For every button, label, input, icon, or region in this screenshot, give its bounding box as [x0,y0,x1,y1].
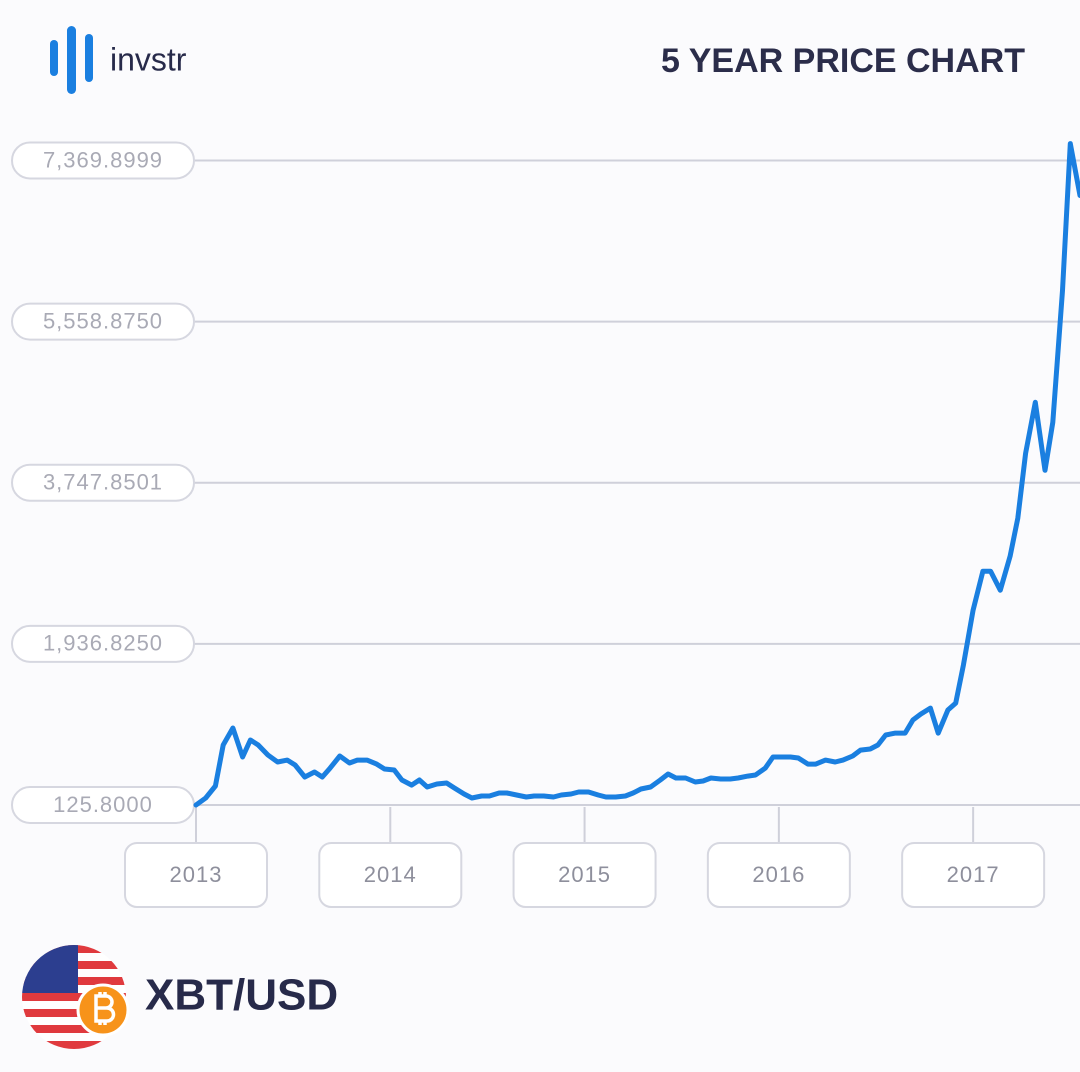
logo-mark [50,26,93,94]
x-tick-pill [901,842,1046,908]
x-tick-pill [318,842,463,908]
price-line [193,141,1080,808]
x-tick-pill [706,842,851,908]
y-tick-pill [11,302,195,341]
y-tick-label: 3,747.8501 [43,470,163,495]
x-tick-pill [124,842,268,908]
y-tick-label: 1,936.8250 [43,631,163,656]
y-tick-label: 125.8000 [53,792,153,817]
x-tick-label: 2013 [170,862,223,887]
y-tick-label: 5,558.8750 [43,308,163,333]
y-tick-pill [11,463,195,502]
x-tick-pill [512,842,657,908]
x-tick-label: 2014 [364,862,417,887]
pair-label: XBT/USD [145,971,338,1020]
y-tick-pill [11,624,195,663]
y-tick-label: 7,369.8999 [43,147,163,172]
plot: 125.8000 1,936.8250 3,747.8501 5,558.8750 7,… [11,141,1080,908]
chart-title: 5 YEAR PRICE CHART [661,42,1025,80]
x-tick-label: 2016 [752,862,805,887]
x-tick-label: 2015 [558,862,611,887]
y-tick-pill [11,141,195,180]
brand: invstr [110,41,187,77]
x-tick-label: 2017 [947,862,1000,887]
pair-icon [22,945,130,1049]
